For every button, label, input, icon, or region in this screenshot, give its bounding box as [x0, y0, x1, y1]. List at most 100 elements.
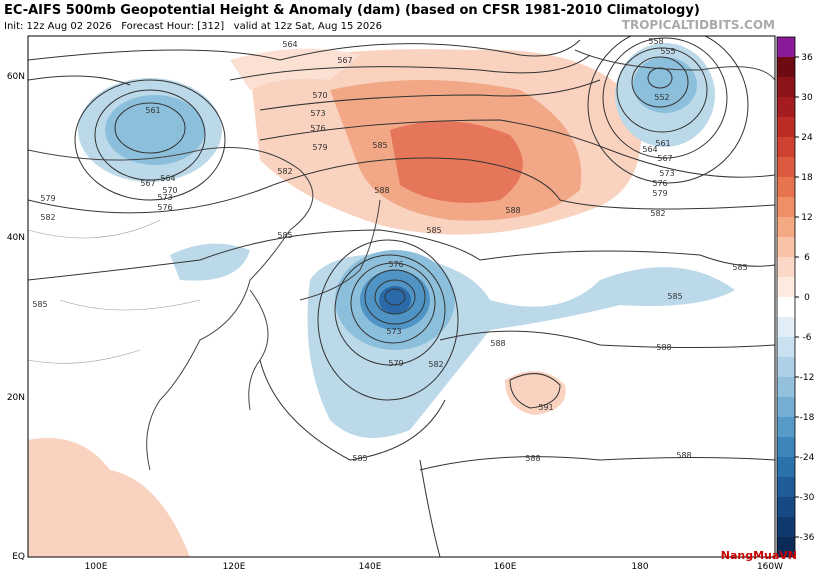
- anomaly-fill: [105, 95, 205, 165]
- lon-label: 140E: [359, 562, 382, 572]
- colorbar-label: 0: [804, 293, 810, 303]
- contour-label: 564: [160, 174, 175, 183]
- contour-label: 585: [352, 454, 367, 463]
- colorbar-swatch: [777, 517, 795, 537]
- lon-label: 180: [631, 562, 648, 572]
- colorbar-label: -6: [803, 333, 812, 343]
- anomaly-fill: [505, 371, 566, 415]
- contour-label: 588: [525, 454, 540, 463]
- colorbar-swatch: [777, 217, 795, 237]
- colorbar-swatch: [777, 237, 795, 257]
- contour-label: 588: [676, 451, 691, 460]
- colorbar-label: -18: [800, 413, 815, 423]
- colorbar-swatch: [777, 457, 795, 477]
- anomaly-fill: [28, 438, 190, 557]
- colorbar-swatch: [777, 377, 795, 397]
- colorbar-swatch: [777, 417, 795, 437]
- border-line: [28, 219, 201, 364]
- colorbar-label: 12: [801, 213, 812, 223]
- colorbar-swatch: [777, 77, 795, 97]
- contour-label: 585: [372, 141, 387, 150]
- anomaly-fill: [390, 121, 523, 203]
- contour-label: 576: [157, 203, 172, 212]
- contour-label: 576: [310, 124, 325, 133]
- colorbar-swatch: [777, 257, 795, 277]
- colorbar-swatch: [777, 337, 795, 357]
- contour-label: 585: [732, 263, 747, 272]
- colorbar-swatch: [777, 177, 795, 197]
- contour-label: 585: [426, 226, 441, 235]
- lat-label: 60N: [7, 72, 25, 82]
- colorbar: 36 30 24 18 12 6 0 -6 -12 -18 -24 -30 -36: [776, 36, 815, 558]
- colorbar-swatch: [777, 357, 795, 377]
- lon-label: 160W: [757, 562, 783, 572]
- colorbar-swatch: [777, 57, 795, 77]
- contour-label: 579: [312, 143, 327, 152]
- colorbar-label: 18: [801, 173, 813, 183]
- contour-label: 567: [140, 179, 155, 188]
- colorbar-swatch: [777, 497, 795, 517]
- colorbar-swatch: [777, 137, 795, 157]
- contour-label: 564: [642, 145, 657, 154]
- lat-label: 40N: [7, 233, 25, 243]
- colorbar-swatch: [777, 157, 795, 177]
- contour-label: 585: [32, 300, 47, 309]
- anomaly-fill: [379, 286, 411, 314]
- title: EC-AIFS 500mb Geopotential Height & Anom…: [4, 3, 700, 18]
- contour-label: 588: [656, 343, 671, 352]
- colorbar-label: -36: [800, 533, 815, 543]
- contour-label: 582: [428, 360, 443, 369]
- colorbar-swatch: [777, 317, 795, 337]
- colorbar-swatch: [777, 397, 795, 417]
- map-frame: [27, 35, 776, 558]
- subtitle: Init: 12z Aug 02 2026 Forecast Hour: [31…: [4, 21, 382, 32]
- contour-label: 579: [388, 359, 403, 368]
- colorbar-swatch: [777, 197, 795, 217]
- colorbar-swatch: [777, 37, 795, 57]
- colorbar-swatch: [777, 277, 795, 297]
- colorbar-label: -30: [800, 493, 815, 503]
- contour-label: 576: [652, 179, 667, 188]
- contour-label: 558: [648, 37, 663, 46]
- lat-label: EQ: [12, 552, 25, 562]
- colorbar-swatch: [777, 437, 795, 457]
- map-area: [28, 36, 775, 557]
- lon-label: 100E: [85, 562, 108, 572]
- contour-label: 582: [277, 167, 292, 176]
- contour-label: 567: [337, 56, 352, 65]
- coastline: [28, 49, 775, 471]
- height-contours: [28, 36, 775, 557]
- lon-label: 120E: [223, 562, 246, 572]
- colorbar-swatch: [777, 117, 795, 137]
- colorbar-swatch: [777, 297, 795, 317]
- colorbar-label: 30: [801, 93, 813, 103]
- contour-label: 576: [388, 260, 403, 269]
- contour-label: 588: [505, 206, 520, 215]
- contour-label: 573: [310, 109, 325, 118]
- contour-label: 591: [538, 403, 553, 412]
- colorbar-swatch: [777, 97, 795, 117]
- contour-label: 582: [40, 213, 55, 222]
- contour-label: 567: [657, 154, 672, 163]
- contour-label: 579: [40, 194, 55, 203]
- contour-label: 555: [660, 47, 675, 56]
- contour-label: 561: [655, 139, 670, 148]
- contour-label: 579: [652, 189, 667, 198]
- contour-label: 561: [145, 106, 160, 115]
- contour-label: 573: [386, 327, 401, 336]
- colorbar-swatch: [777, 537, 795, 557]
- contour-label: 570: [312, 91, 327, 100]
- colorbar-label: -24: [800, 453, 815, 463]
- contour-label: 552: [654, 93, 669, 102]
- contour-label: 585: [667, 292, 682, 301]
- contour-label: 573: [157, 193, 172, 202]
- anomaly-fill: [230, 48, 360, 90]
- lat-label: 20N: [7, 393, 25, 403]
- contour-label: 588: [490, 339, 505, 348]
- anomaly-fill: [170, 243, 250, 281]
- contour-label: 582: [650, 209, 665, 218]
- watermark: NangMuaVN: [721, 549, 797, 562]
- colorbar-label: -12: [800, 373, 815, 383]
- contour-label: 564: [282, 40, 297, 49]
